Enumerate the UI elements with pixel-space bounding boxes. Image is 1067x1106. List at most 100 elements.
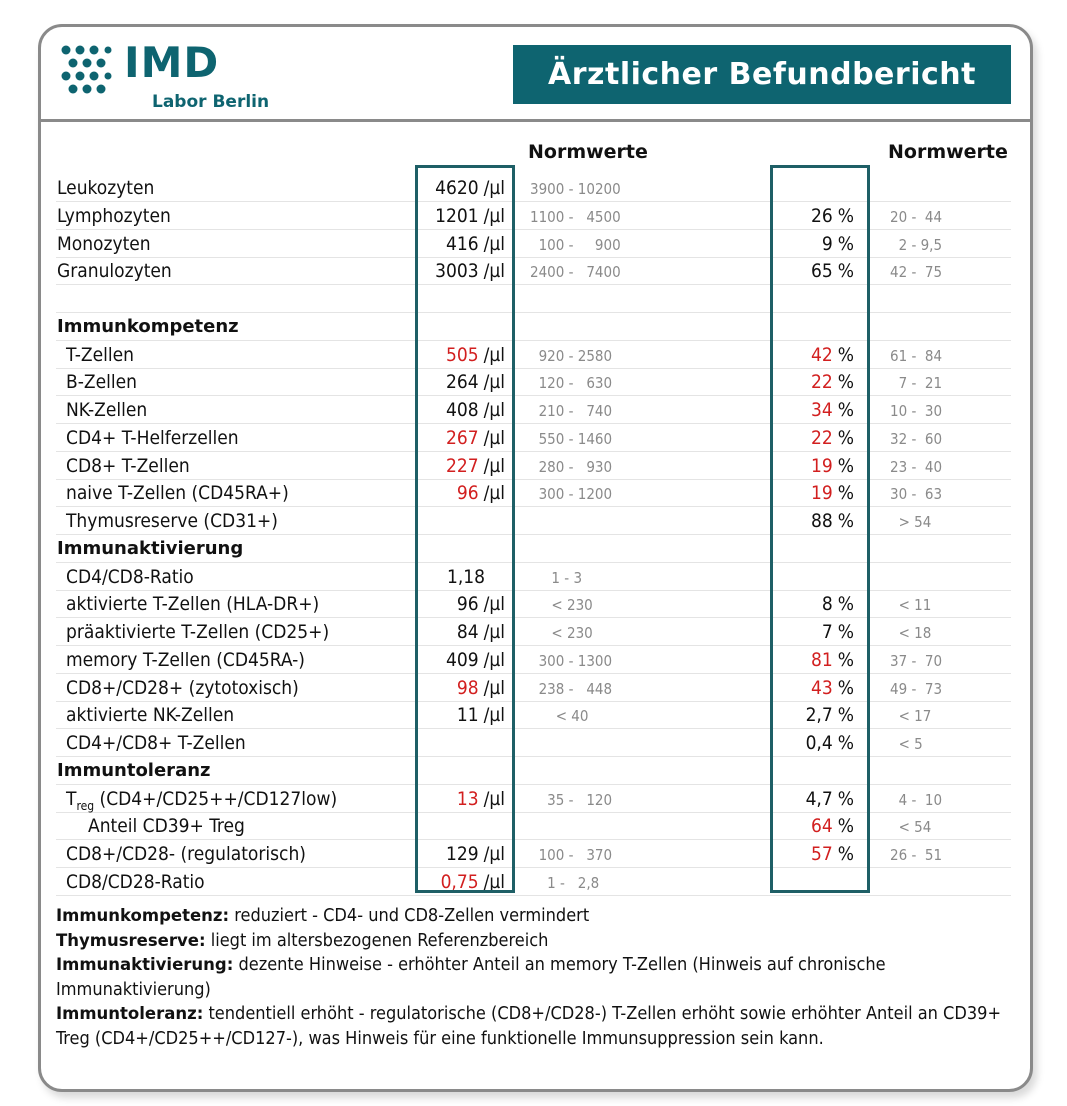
percent-unit: % — [837, 843, 854, 865]
section-header-row: Immunaktivierung — [56, 535, 1011, 563]
percent-value: 43% — [811, 677, 854, 699]
reference-range-absolute: < 230 — [530, 596, 593, 615]
table-row: Leukozyten 4620/µl 3900 - 10200 — [56, 174, 1011, 202]
reference-range-absolute: 100 - 900 — [530, 235, 621, 254]
table-row: CD4+ T-Helferzellen 267/µl 550 - 1460 22% 3… — [56, 424, 1011, 452]
reference-range-percent: > 54 — [890, 513, 932, 531]
percent-unit: % — [837, 732, 854, 754]
flagged-value: 34 — [811, 399, 833, 421]
value: 129 — [445, 843, 479, 865]
parameter-label: Thymusreserve (CD31+) — [66, 510, 278, 532]
absolute-value: 1201/µl — [435, 205, 505, 227]
reference-range-percent: 32 - 60 — [890, 429, 943, 448]
flagged-value: 19 — [811, 454, 833, 477]
flagged-value: 13 — [456, 787, 479, 810]
table-row: memory T-Zellen (CD45RA-) 409/µl 300 - 13… — [56, 646, 1011, 674]
spacer-row — [56, 285, 1011, 313]
flagged-value: 22 — [811, 426, 833, 449]
value: 26 — [811, 204, 833, 227]
table-row: CD8+ T-Zellen 227/µl 280 - 930 19% 23 - 40 — [56, 452, 1011, 480]
parameter-label: aktivierte NK-Zellen — [66, 704, 235, 727]
percent-unit: % — [837, 482, 854, 505]
absolute-value: 98/µl — [457, 677, 505, 699]
absolute-values-frame — [415, 165, 515, 893]
percent-value: 4,7% — [806, 788, 854, 810]
absolute-value: 0,75/µl — [441, 871, 505, 893]
percent-unit: % — [837, 621, 854, 643]
value: 3003 — [435, 260, 479, 283]
parameter-label: NK-Zellen — [66, 399, 148, 421]
absolute-value: 129/µl — [446, 843, 505, 865]
percent-unit: % — [837, 676, 854, 699]
value: 1201 — [435, 204, 479, 227]
percent-value: 0,4% — [806, 732, 854, 754]
finding-text: liegt im altersbezogenen Referenzbereich — [205, 929, 549, 951]
parameter-label: Granulozyten — [57, 260, 172, 283]
parameter-label: Leukozyten — [57, 177, 155, 199]
value: 416 — [445, 232, 479, 255]
reference-range-percent: 20 - 44 — [890, 207, 943, 226]
parameter-label: CD8/CD28-Ratio — [66, 870, 205, 893]
reference-range-percent: 2 - 9,5 — [890, 235, 943, 254]
reference-range-percent: 26 - 51 — [890, 846, 943, 864]
unit: /µl — [483, 843, 505, 865]
parameter-label: CD8+/CD28+ (zytotoxisch) — [66, 676, 299, 699]
percent-value: 88% — [811, 510, 854, 532]
parameter-label: aktivierte T-Zellen (HLA-DR+) — [66, 593, 320, 616]
section-title: Immuntoleranz — [57, 759, 211, 781]
value: 9 — [821, 232, 833, 255]
finding-text: reduziert - CD4- und CD8-Zellen verminde… — [229, 905, 590, 926]
parameter-label: B-Zellen — [66, 371, 137, 394]
absolute-value: 1,18 — [447, 566, 485, 588]
reference-range-percent: 61 - 84 — [890, 346, 943, 365]
finding-note: Immunkompetenz: reduziert - CD4- und CD8… — [56, 904, 1021, 929]
absolute-value: 416/µl — [446, 233, 505, 255]
value: 65 — [811, 260, 833, 283]
unit: /µl — [483, 426, 505, 449]
finding-text: dezente Hinweise - erhöhter Anteil an me… — [56, 954, 886, 1000]
percent-value: 2,7% — [806, 704, 854, 726]
absolute-value: 408/µl — [446, 399, 505, 421]
finding-note: Immuntoleranz: tendentiell erhöht - regu… — [56, 1002, 1021, 1051]
value: 96 — [456, 593, 479, 616]
percent-value: 57% — [811, 843, 854, 865]
absolute-value: 13/µl — [457, 788, 505, 810]
unit: /µl — [483, 260, 505, 283]
finding-heading: Immunkompetenz: — [56, 906, 230, 925]
percent-value: 19% — [811, 455, 854, 477]
table-row: Granulozyten 3003/µl 2400 - 7400 65% 42 - 75 — [56, 257, 1011, 286]
flagged-value: 42 — [811, 343, 833, 366]
reference-range-absolute: < 230 — [530, 624, 593, 642]
parameter-label: CD4+/CD8+ T-Zellen — [66, 732, 246, 754]
percent-value: 65% — [811, 260, 854, 282]
absolute-value: 84/µl — [457, 621, 505, 643]
unit: /µl — [483, 177, 505, 199]
flagged-value: 227 — [445, 454, 479, 477]
finding-heading: Thymusreserve: — [56, 930, 206, 950]
reference-range-percent: 42 - 75 — [890, 263, 943, 282]
report-title: Ärztlicher Befundbericht — [513, 45, 1011, 104]
absolute-value: 264/µl — [446, 371, 505, 393]
table-row: naive T-Zellen (CD45RA+) 96/µl 300 - 1200… — [56, 479, 1011, 508]
table-row: CD8/CD28-Ratio 0,75/µl 1 - 2,8 — [56, 868, 1011, 896]
table-row: CD4+/CD8+ T-Zellen 0,4% < 5 — [56, 729, 1011, 757]
unit: /µl — [483, 371, 505, 394]
percent-value: 34% — [811, 399, 854, 421]
logo-dots-icon — [61, 45, 112, 94]
value: 0,4 — [805, 732, 833, 754]
ref-column-header-percent: Normwerte — [888, 141, 1008, 163]
reference-range-percent: < 5 — [890, 735, 923, 753]
section-title: Immunaktivierung — [57, 537, 244, 559]
percent-value: 42% — [811, 344, 854, 366]
parameter-label: Anteil CD39+ Treg — [88, 815, 245, 838]
absolute-value: 409/µl — [446, 649, 505, 671]
table-row: Thymusreserve (CD31+) 88% > 54 — [56, 507, 1011, 535]
unit: /µl — [483, 676, 505, 699]
percent-unit: % — [837, 204, 854, 227]
parameter-label: CD4+ T-Helferzellen — [66, 426, 239, 449]
findings-notes: Immunkompetenz: reduziert - CD4- und CD8… — [56, 904, 1021, 1051]
reference-range-absolute: 1 - 2,8 — [530, 873, 600, 892]
parameter-label: CD8+/CD28- (regulatorisch) — [66, 843, 306, 865]
table-row: CD8+/CD28+ (zytotoxisch) 98/µl 238 - 448 4… — [56, 674, 1011, 702]
logo-subtitle: Labor Berlin — [152, 92, 270, 112]
